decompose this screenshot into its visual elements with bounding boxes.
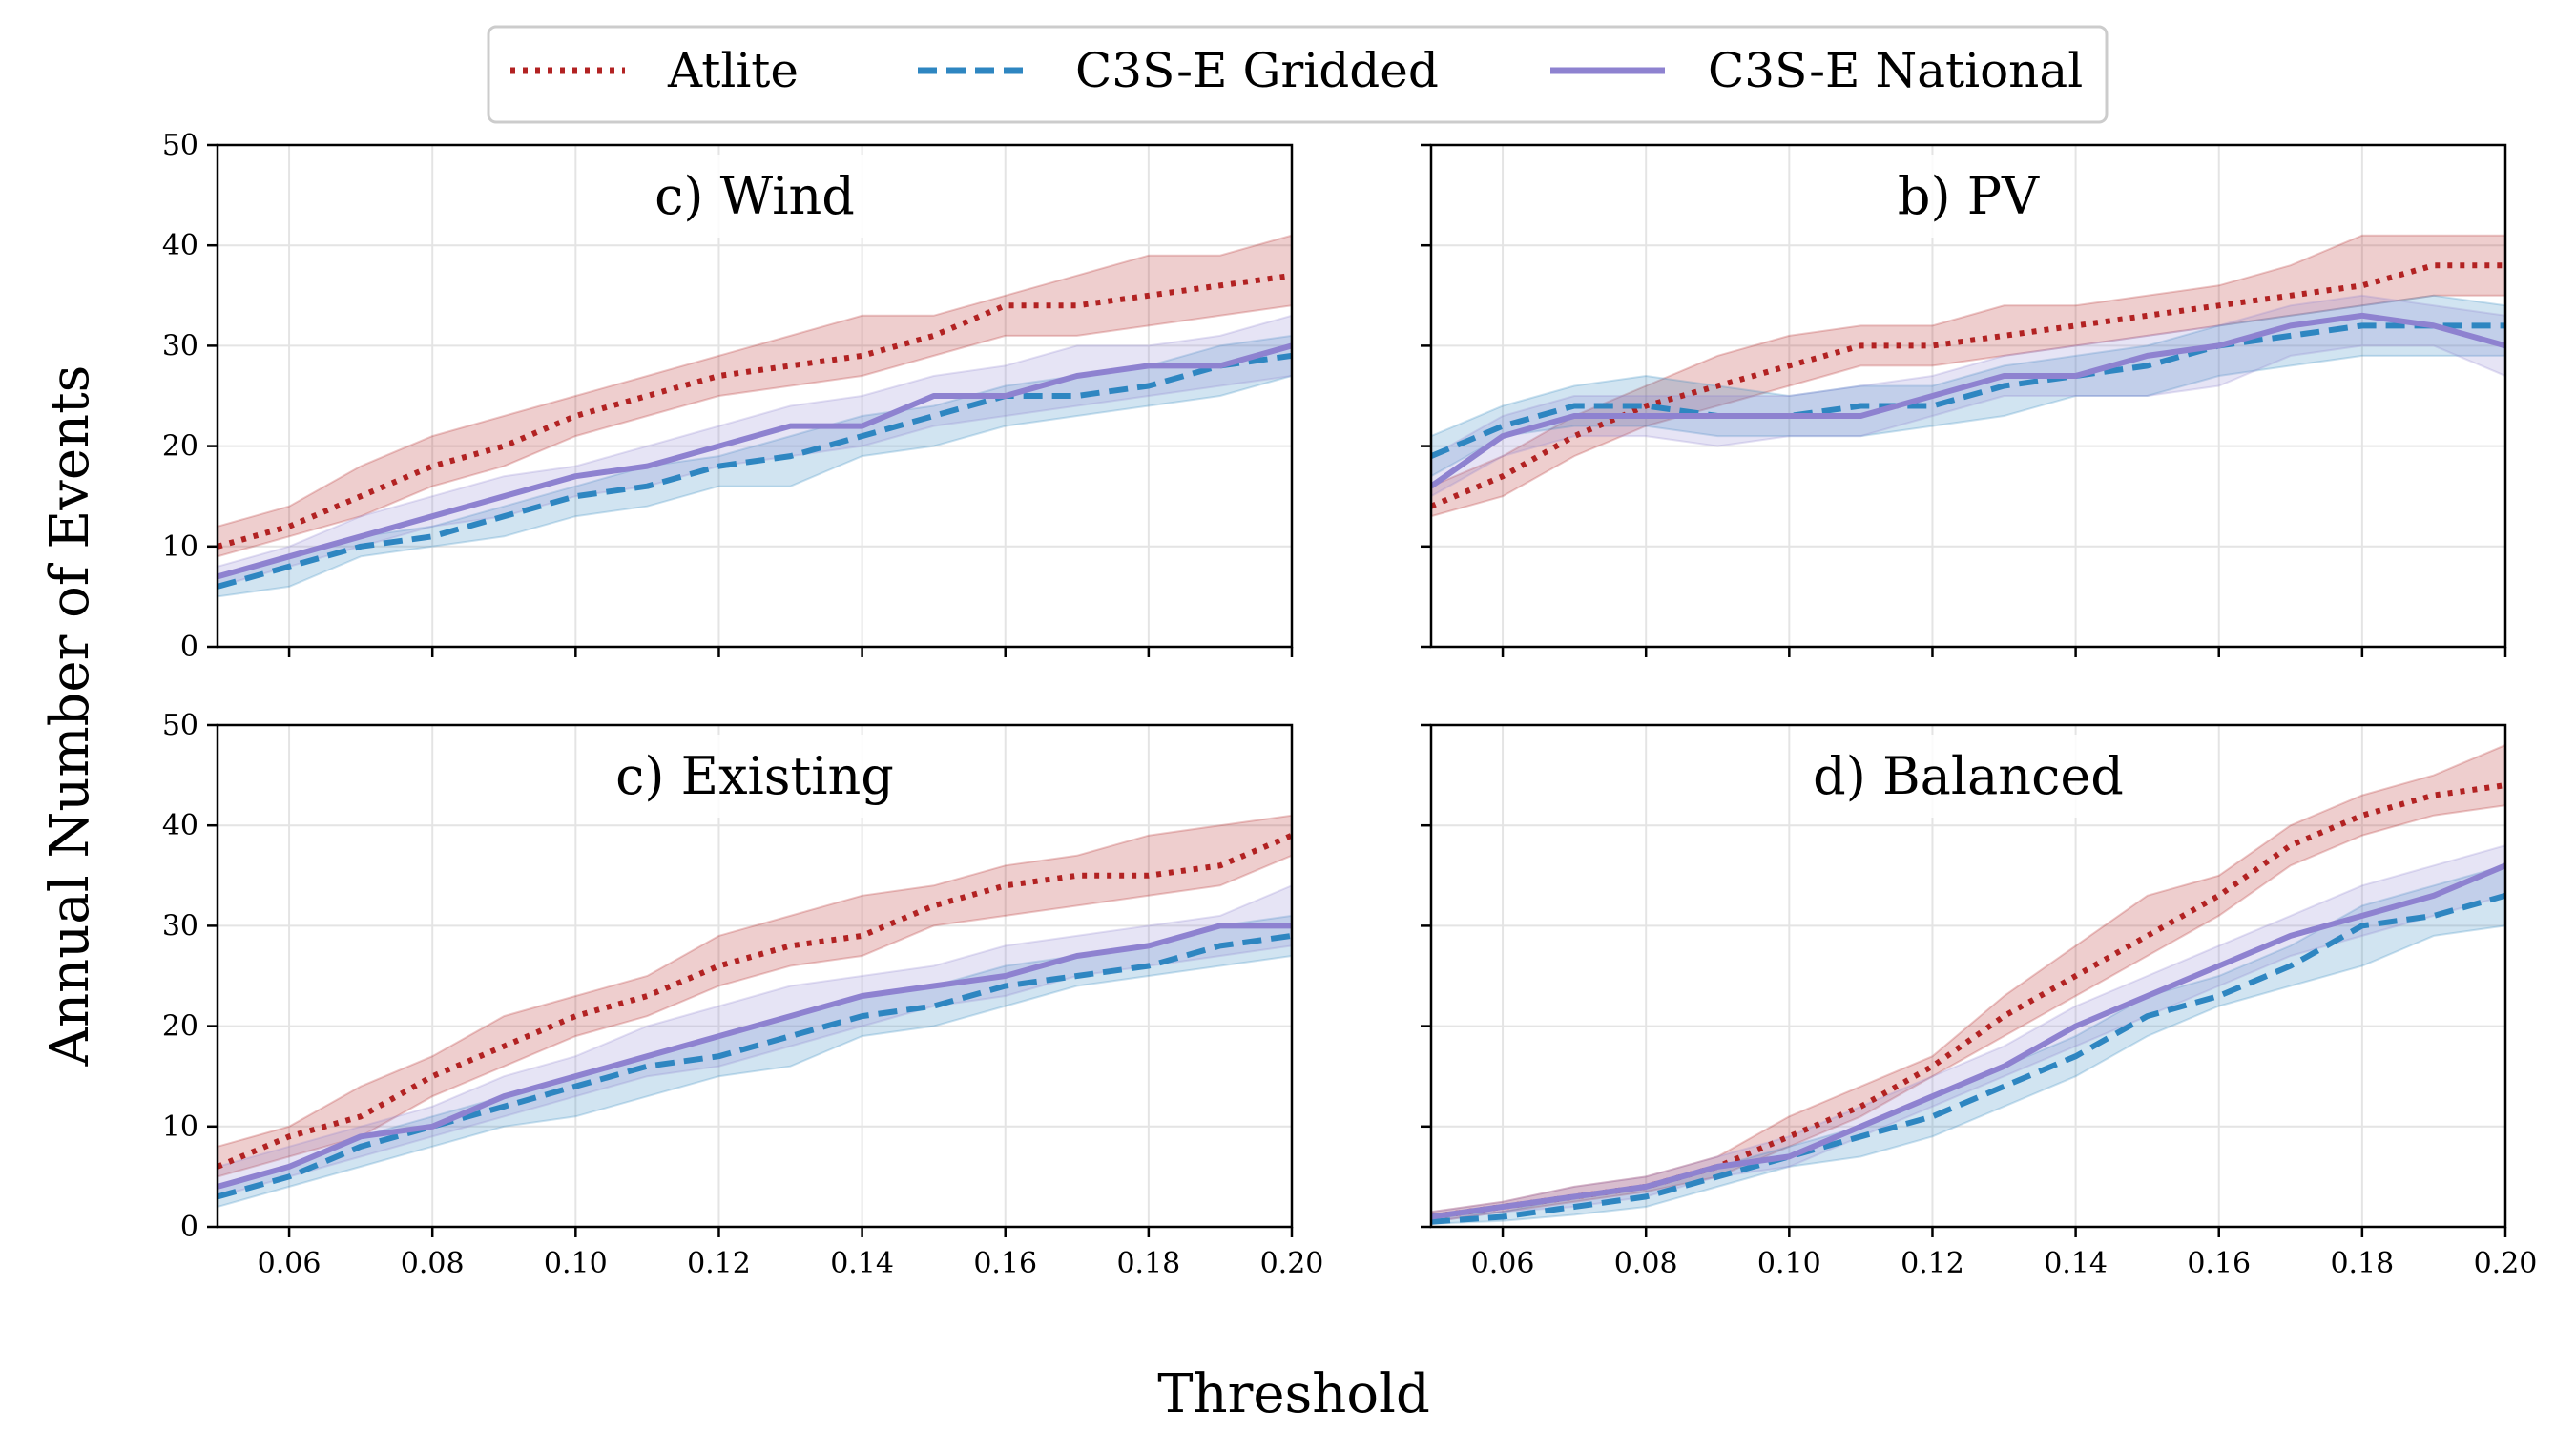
- x-tick-label: 0.06: [258, 1247, 322, 1280]
- axes-frame: [1429, 143, 2507, 649]
- y-tick-label: 20: [162, 1010, 198, 1044]
- legend-frame: [487, 25, 2109, 124]
- y-tick-label: 30: [162, 329, 198, 363]
- x-tick-label: 0.18: [2330, 1247, 2394, 1280]
- x-ticks: [287, 647, 1294, 657]
- panel-title-box: [594, 735, 915, 818]
- band-atlite: [1431, 743, 2505, 1223]
- x-tick-label: 0.08: [401, 1247, 465, 1280]
- y-tick-label: 50: [162, 709, 198, 742]
- legend-item-c3s-e-gridded: C3S-E Gridded: [918, 43, 1439, 98]
- x-ticks: [1501, 647, 2507, 657]
- panel-title: c) Existing: [594, 735, 915, 818]
- panel-b-pv: b) PV: [1421, 143, 2507, 657]
- x-tick-label: 0.12: [687, 1247, 751, 1280]
- line-c3s-e-national: [1431, 862, 2505, 1220]
- band-atlite: [218, 814, 1292, 1178]
- panel-title-text: c) Wind: [654, 166, 855, 226]
- panel-title-text: d) Balanced: [1813, 746, 2124, 806]
- line-c3s-e-gridded: [1431, 892, 2505, 1225]
- y-axis-title: Annual Number of Events: [39, 365, 101, 1068]
- band-atlite: [218, 234, 1292, 558]
- band-c3s-e-gridded: [1431, 864, 2505, 1225]
- band-c3s-e-national: [1431, 844, 2505, 1223]
- legend-item-c3s-e-national: C3S-E National: [1550, 43, 2083, 98]
- line-c3s-e-gridded: [1431, 322, 2505, 459]
- panel-d-balanced: 0.06 0.08 0.10 0.12 0.14 0.16 0.18 0.20 d) Balan…: [1421, 723, 2538, 1280]
- panel-title-box: [1792, 735, 2145, 818]
- x-tick-label: 0.12: [1901, 1247, 1964, 1280]
- x-axis-title: Threshold: [1157, 1363, 1430, 1425]
- legend-label: C3S-E National: [1708, 43, 2083, 98]
- y-ticks: 0 10 20 30 40 50: [162, 129, 218, 664]
- y-tick-label: 50: [162, 129, 198, 162]
- y-tick-label: 10: [162, 1110, 198, 1144]
- band-atlite: [1431, 234, 2505, 518]
- x-tick-label: 0.14: [830, 1247, 894, 1280]
- y-ticks: 0 10 20 30 40 50: [162, 709, 218, 1244]
- legend-label: Atlite: [667, 43, 799, 98]
- x-ticks: 0.06 0.08 0.10 0.12 0.14 0.16 0.18 0.20: [258, 1227, 1324, 1280]
- panel-title-text: b) PV: [1898, 166, 2040, 226]
- x-ticks: 0.06 0.08 0.10 0.12 0.14 0.16 0.18 0.20: [1471, 1227, 2538, 1280]
- y-tick-label: 40: [162, 229, 198, 262]
- panel-title-box: [1876, 155, 2062, 238]
- x-tick-label: 0.20: [1260, 1247, 1324, 1280]
- line-c3s-e-national: [218, 923, 1292, 1190]
- panel-title-box: [634, 155, 876, 238]
- x-tick-label: 0.14: [2044, 1247, 2108, 1280]
- y-ticks: [1421, 723, 1431, 1229]
- y-ticks: [1421, 143, 1431, 649]
- legend-item-atlite: Atlite: [510, 43, 799, 98]
- x-tick-label: 0.16: [973, 1247, 1037, 1280]
- line-c3s-e-national: [1431, 312, 2505, 489]
- y-tick-label: 0: [180, 1211, 198, 1244]
- axes-frame: [216, 723, 1294, 1229]
- plot-area: [218, 814, 1292, 1209]
- panel-c-wind: 0 10 20 30 40 50 c) Wind: [162, 129, 1294, 664]
- x-tick-label: 0.10: [544, 1247, 608, 1280]
- line-c3s-e-national: [218, 342, 1292, 580]
- line-c3s-e-gridded: [218, 352, 1292, 590]
- plot-area: [1431, 234, 2505, 518]
- legend-label: C3S-E Gridded: [1075, 43, 1439, 98]
- axes-frame: [216, 143, 1294, 649]
- axes-frame: [1429, 723, 2507, 1229]
- panel-title: b) PV: [1876, 155, 2062, 238]
- y-tick-label: 30: [162, 909, 198, 943]
- line-atlite: [1431, 262, 2505, 509]
- y-tick-label: 20: [162, 430, 198, 464]
- band-c3s-e-gridded: [218, 334, 1292, 598]
- y-tick-label: 40: [162, 809, 198, 842]
- x-tick-label: 0.20: [2474, 1247, 2538, 1280]
- x-tick-label: 0.16: [2187, 1247, 2251, 1280]
- band-c3s-e-national: [218, 884, 1292, 1198]
- panel-title-text: c) Existing: [615, 746, 894, 806]
- panel-title: d) Balanced: [1792, 735, 2145, 818]
- x-tick-label: 0.18: [1116, 1247, 1180, 1280]
- plot-area: [218, 234, 1292, 598]
- x-tick-label: 0.10: [1757, 1247, 1821, 1280]
- line-atlite: [1431, 782, 2505, 1220]
- x-tick-label: 0.08: [1614, 1247, 1678, 1280]
- line-c3s-e-gridded: [218, 932, 1292, 1200]
- y-tick-label: 10: [162, 530, 198, 564]
- x-tick-label: 0.06: [1471, 1247, 1535, 1280]
- plot-area: [1431, 743, 2505, 1225]
- legend: Atlite C3S-E Gridded C3S-E National: [487, 25, 2109, 124]
- panel-title: c) Wind: [634, 155, 876, 238]
- y-tick-label: 0: [180, 631, 198, 664]
